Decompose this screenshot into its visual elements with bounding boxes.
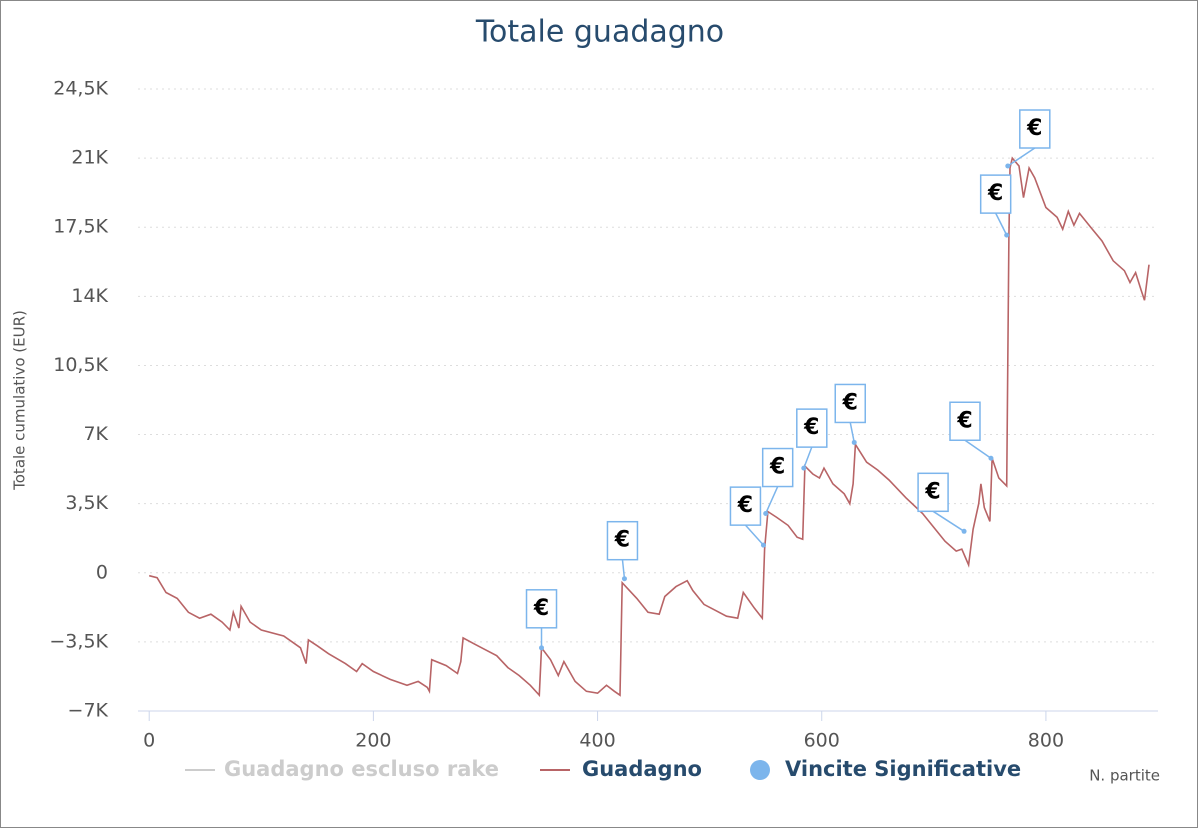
flag-box [796,408,828,448]
y-tick-label: −7K [68,700,109,722]
flag-box [729,486,762,526]
vincita-point [621,576,627,582]
vincita-point [851,439,857,445]
flag-label: € [956,408,972,433]
x-tick-label: 200 [355,730,391,752]
flag-box [761,447,794,488]
legend-symbol [750,760,770,780]
y-tick-label: 21K [71,147,108,169]
y-axis-title: Totale cumulativo (EUR) [11,310,29,491]
vincita-point [763,511,769,517]
flag-connector [964,439,992,459]
legend-label: Guadagno escluso rake [224,757,499,781]
flag-label: € [737,493,753,518]
flag-box [917,472,949,513]
x-tick-label: 400 [579,730,615,752]
flag-box [979,174,1012,214]
legend-label: Vincite Significative [785,757,1021,781]
vincita-point [1004,232,1010,238]
flag-box [949,401,981,442]
flag-connector [621,559,626,579]
flag-box [606,520,639,561]
y-tick-label: 24,5K [53,78,108,100]
vincita-point [539,645,545,651]
flag-label: € [769,455,785,480]
flag-connector [1007,147,1036,167]
flag-label: € [614,528,630,553]
flag-connector [803,446,813,469]
vincita-point [1005,163,1011,169]
y-tick-label: 10,5K [53,354,108,376]
flag-label: € [803,415,819,440]
y-tick-label: 0 [96,561,108,583]
y-tick-label: 7K [83,423,108,445]
y-tick-label: 17,5K [53,216,108,238]
flag-box [1019,109,1051,149]
vincita-point [801,465,807,471]
x-axis-title: N. partite [1089,767,1160,785]
flag-box [834,383,866,424]
flag-connector [932,510,965,532]
x-tick-label: 800 [1028,730,1064,752]
flag-label: € [842,390,858,415]
y-tick-label: 14K [71,285,108,307]
flag-label: € [1026,116,1042,141]
x-tick-label: 600 [804,730,840,752]
flag-box [525,589,558,629]
flag-connector [849,422,855,443]
flag-connector [765,486,779,514]
x-tick-label: 0 [143,730,155,752]
flag-connector [744,524,765,546]
legend-label: Guadagno [582,757,702,781]
flag-label: € [924,479,940,504]
flag-label: € [533,596,549,621]
flag-label: € [987,181,1003,206]
vincita-point [988,455,994,461]
vincita-point [760,542,766,548]
y-tick-label: −3,5K [49,630,108,652]
flag-connector [995,212,1008,236]
y-tick-label: 3,5K [65,492,108,514]
vincita-point [961,528,967,534]
chart-title: Totale guadagno [475,15,724,50]
